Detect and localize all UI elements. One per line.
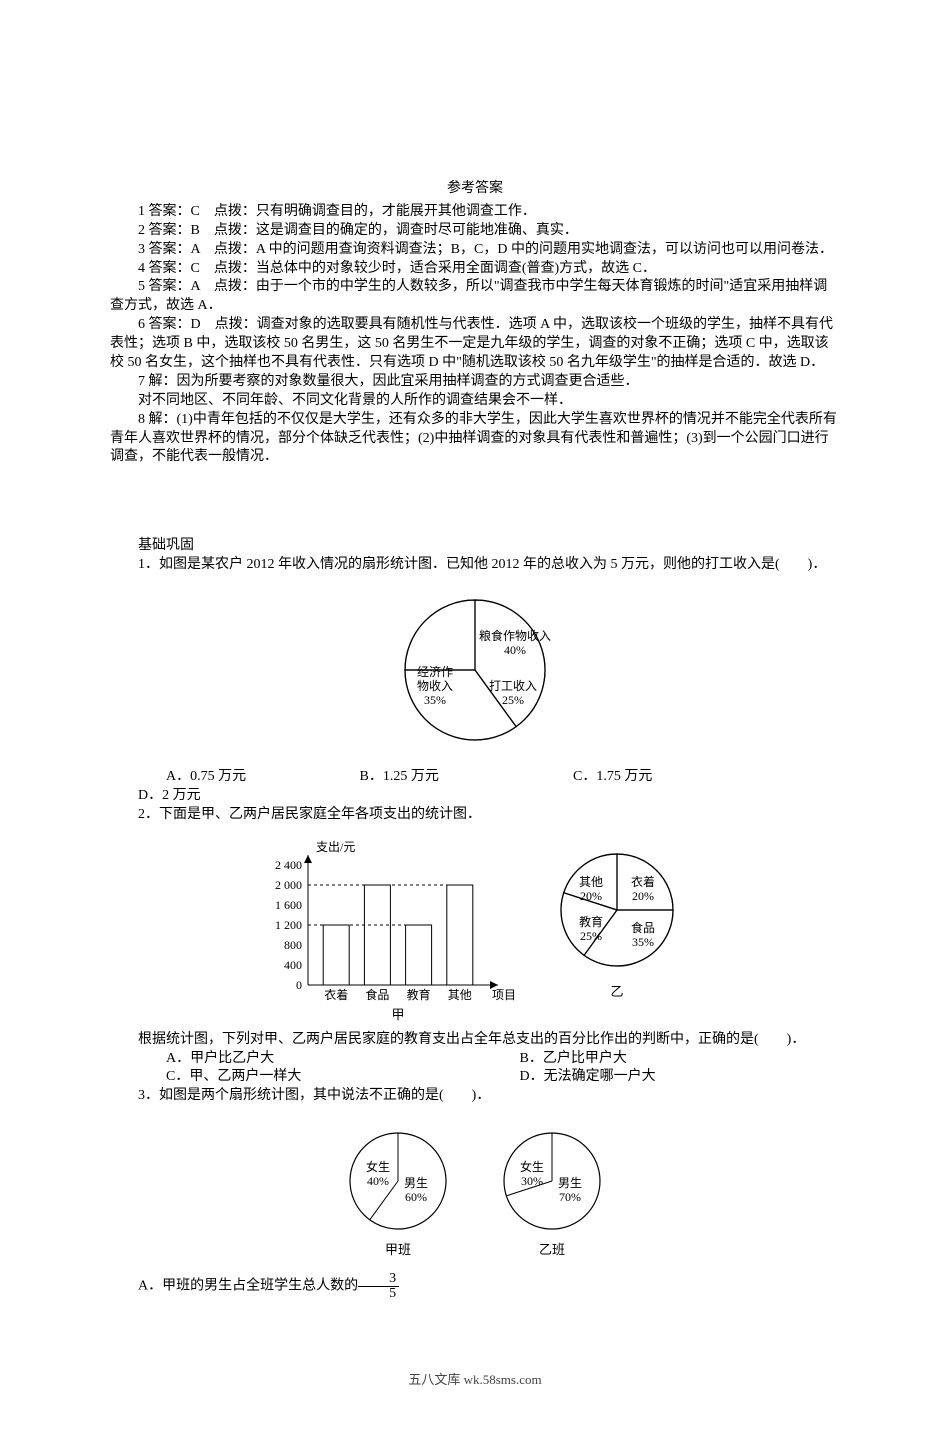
- svg-text:物收入: 物收入: [417, 679, 453, 693]
- q3-option-a: A．甲班的男生占全班学生总人数的35: [110, 1272, 840, 1301]
- svg-text:甲班: 甲班: [385, 1242, 411, 1257]
- q1-option-b: B．1.25 万元: [332, 768, 542, 787]
- section-heading: 基础巩固: [110, 537, 840, 556]
- svg-text:1 600: 1 600: [275, 898, 302, 912]
- svg-text:甲: 甲: [392, 1007, 405, 1022]
- svg-text:25%: 25%: [502, 693, 524, 707]
- answer-7a: 7 解：因为所要考察的对象数量很大，因此宜采用抽样调查的方式调查更合适些．: [110, 373, 840, 392]
- answer-3: 3 答案：A 点拨：A 中的问题用查询资料调查法；B，C，D 中的问题用实地调查…: [110, 241, 840, 260]
- svg-text:1 200: 1 200: [275, 918, 302, 932]
- svg-text:教育: 教育: [579, 914, 603, 929]
- svg-text:30%: 30%: [521, 1174, 543, 1188]
- q1-option-d: D．2 万元: [110, 787, 220, 806]
- reference-title: 参考答案: [110, 180, 840, 199]
- q2-option-d: D．无法确定哪一户大: [492, 1068, 656, 1087]
- answer-8: 8 解：(1)中青年包括的不仅仅是大学生，还有众多的非大学生，因此大学生喜欢世界…: [110, 411, 840, 468]
- svg-text:男生: 男生: [558, 1176, 582, 1190]
- svg-text:男生: 男生: [404, 1176, 428, 1190]
- answer-1: 1 答案：C 点拨：只有明确调查目的，才能展开其他调查工作．: [110, 203, 840, 222]
- svg-text:0: 0: [296, 978, 302, 992]
- q1-pie-chart: 粮食作物收入40% 经济作物收入35% 打工收入25%: [110, 585, 840, 762]
- svg-text:打工收入: 打工收入: [489, 679, 537, 693]
- svg-text:800: 800: [284, 938, 302, 952]
- q2-options-row2: C．甲、乙两户一样大 D．无法确定哪一户大: [110, 1068, 840, 1087]
- svg-text:女生: 女生: [520, 1159, 544, 1174]
- q2-options-row1: A．甲户比乙户大 B．乙户比甲户大: [110, 1050, 840, 1069]
- page: 参考答案 1 答案：C 点拨：只有明确调查目的，才能展开其他调查工作． 2 答案…: [0, 0, 950, 1429]
- q2-stem: 2．下面是甲、乙两户居民家庭全年各项支出的统计图．: [110, 806, 840, 825]
- svg-text:2 400: 2 400: [275, 858, 302, 872]
- q2-option-c: C．甲、乙两户一样大: [138, 1068, 488, 1087]
- svg-text:400: 400: [284, 958, 302, 972]
- q3-stem: 3．如图是两个扇形统计图，其中说法不正确的是( )．: [110, 1087, 840, 1106]
- svg-text:2 000: 2 000: [275, 878, 302, 892]
- svg-text:60%: 60%: [405, 1190, 427, 1204]
- fraction-icon: 35: [358, 1272, 399, 1301]
- q1-option-c: C．1.75 万元: [545, 768, 745, 787]
- q3-charts: 女生40%男生60%甲班 女生30%男生70%乙班: [110, 1116, 840, 1266]
- svg-text:项目: 项目: [492, 988, 516, 1002]
- svg-text:25%: 25%: [580, 929, 602, 943]
- svg-text:40%: 40%: [367, 1174, 389, 1188]
- svg-text:女生: 女生: [366, 1159, 390, 1174]
- page-footer: 五八文库 wk.58sms.com: [110, 1371, 840, 1389]
- svg-text:其他: 其他: [448, 988, 472, 1002]
- answer-4: 4 答案：C 点拨：当总体中的对象较少时，适合采用全面调查(普查)方式，故选 C…: [110, 260, 840, 279]
- answer-6: 6 答案：D 点拨：调查对象的选取要具有随机性与代表性．选项 A 中，选取该校一…: [110, 316, 840, 373]
- q2-option-b: B．乙户比甲户大: [492, 1050, 627, 1069]
- q2-followup: 根据统计图，下列对甲、乙两户居民家庭的教育支出占全年总支出的百分比作出的判断中，…: [110, 1031, 840, 1050]
- q1-options: A．0.75 万元 B．1.25 万元 C．1.75 万元 D．2 万元: [110, 768, 840, 806]
- q2-option-a: A．甲户比乙户大: [138, 1050, 488, 1069]
- answer-5: 5 答案：A 点拨：由于一个市的中学生的人数较多，所以"调查我市中学生每天体育锻…: [110, 278, 840, 316]
- svg-text:20%: 20%: [632, 889, 654, 903]
- svg-text:乙: 乙: [610, 984, 623, 999]
- svg-text:35%: 35%: [632, 935, 654, 949]
- svg-text:经济作: 经济作: [417, 664, 453, 679]
- svg-text:食品: 食品: [366, 987, 390, 1002]
- svg-text:衣着: 衣着: [631, 874, 655, 889]
- svg-text:食品: 食品: [631, 920, 655, 935]
- q2-charts: 04008001 2001 6002 0002 400支出/元项目衣着食品教育其…: [110, 835, 840, 1025]
- answer-7b: 对不同地区、不同年龄、不同文化背景的人所作的调查结果会不一样．: [110, 392, 840, 411]
- svg-text:70%: 70%: [559, 1190, 581, 1204]
- svg-text:40%: 40%: [504, 643, 526, 657]
- q3-option-a-text: A．甲班的男生占全班学生总人数的: [138, 1279, 358, 1294]
- svg-text:乙班: 乙班: [539, 1242, 565, 1257]
- answer-2: 2 答案：B 点拨：这是调查目的确定的，调查时尽可能地准确、真实．: [110, 222, 840, 241]
- svg-text:支出/元: 支出/元: [316, 840, 355, 854]
- q1-option-a: A．0.75 万元: [138, 768, 328, 787]
- q1-stem: 1．如图是某农户 2012 年收入情况的扇形统计图．已知他 2012 年的总收入…: [110, 556, 840, 575]
- svg-text:教育: 教育: [407, 987, 431, 1002]
- svg-text:粮食作物收入: 粮食作物收入: [479, 628, 551, 643]
- svg-text:20%: 20%: [580, 889, 602, 903]
- svg-text:其他: 其他: [579, 875, 603, 889]
- svg-text:35%: 35%: [424, 693, 446, 707]
- svg-text:衣着: 衣着: [324, 987, 348, 1002]
